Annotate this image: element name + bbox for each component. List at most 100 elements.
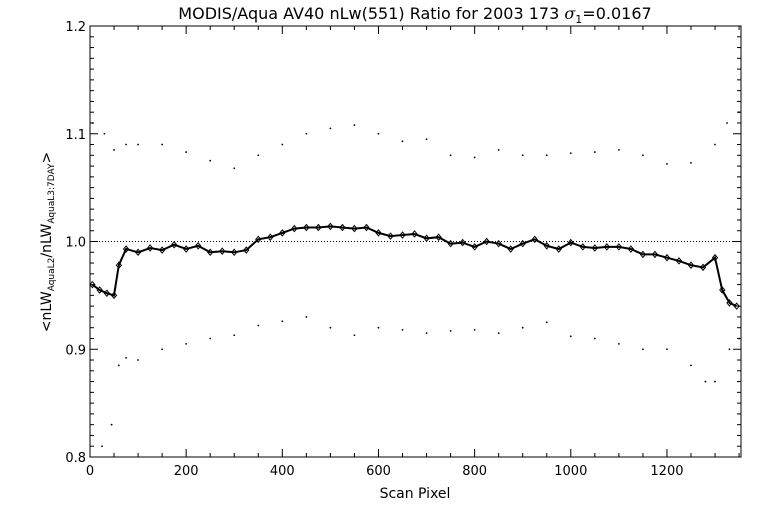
- data-point-upper-bound: [714, 143, 716, 146]
- data-point-upper-bound: [103, 132, 106, 135]
- data-point-lower-bound: [690, 364, 692, 367]
- data-point-mean-ratio: [96, 286, 103, 294]
- data-point-mean-ratio: [243, 246, 250, 254]
- data-point-mean-ratio: [183, 245, 190, 253]
- data-point-upper-bound: [726, 122, 728, 124]
- data-point-mean-ratio: [733, 302, 740, 310]
- data-point-lower-bound: [377, 326, 380, 329]
- data-point-upper-bound: [185, 151, 188, 153]
- data-point-lower-bound: [521, 326, 524, 329]
- data-point-lower-bound: [545, 321, 548, 324]
- data-point-lower-bound: [110, 423, 113, 426]
- data-point-mean-ratio: [207, 248, 214, 257]
- data-point-lower-bound: [497, 332, 500, 334]
- data-point-mean-ratio: [459, 238, 466, 247]
- data-point-mean-ratio: [591, 244, 598, 252]
- data-point-mean-ratio: [435, 233, 442, 241]
- data-point-upper-bound: [281, 143, 284, 146]
- data-point-mean-ratio: [699, 263, 707, 272]
- data-point-upper-bound: [497, 149, 500, 151]
- data-point-mean-ratio: [351, 224, 358, 233]
- x-tick-label: 600: [366, 464, 391, 479]
- plot-frame: [89, 25, 742, 458]
- data-point-upper-bound: [257, 154, 260, 157]
- data-point-upper-bound: [545, 154, 548, 157]
- data-point-mean-ratio: [267, 233, 274, 241]
- data-point-lower-bound: [642, 348, 644, 351]
- data-point-mean-ratio: [122, 245, 130, 253]
- data-point-lower-bound: [117, 364, 120, 367]
- data-point-upper-bound: [113, 149, 115, 151]
- data-point-lower-bound: [305, 316, 308, 318]
- data-point-upper-bound: [617, 149, 620, 151]
- data-point-upper-bound: [329, 127, 332, 130]
- data-point-mean-ratio: [447, 239, 454, 248]
- plot-area: 0 200 400 600 800 1000 1200 0.8 0.9 1.0 1.1 1.2: [65, 20, 742, 479]
- data-point-mean-ratio: [726, 299, 733, 307]
- data-point-lower-bound: [401, 328, 404, 331]
- data-point-lower-bound: [738, 337, 740, 340]
- data-point-lower-bound: [569, 335, 572, 338]
- data-point-lower-bound: [728, 348, 731, 351]
- data-point-upper-bound: [377, 132, 380, 135]
- x-tick-label: 1200: [650, 464, 683, 479]
- data-point-mean-ratio: [411, 230, 418, 238]
- data-point-upper-bound: [91, 122, 94, 124]
- data-point-lower-bound: [161, 348, 164, 351]
- data-point-upper-bound: [209, 159, 212, 162]
- data-point-lower-bound: [473, 328, 476, 331]
- data-point-lower-bound: [449, 330, 452, 332]
- data-point-lower-bound: [137, 359, 139, 361]
- x-tick-label: 0: [86, 464, 94, 479]
- data-point-upper-bound: [690, 161, 692, 164]
- data-point-mean-ratio: [675, 257, 683, 265]
- data-point-mean-ratio: [363, 223, 370, 232]
- data-point-lower-bound: [593, 337, 596, 340]
- data-point-lower-bound: [233, 334, 236, 337]
- data-point-lower-bound: [329, 326, 332, 329]
- data-point-lower-bound: [281, 320, 284, 323]
- data-point-mean-ratio: [219, 247, 226, 255]
- data-point-mean-ratio: [387, 232, 394, 240]
- data-point-upper-bound: [125, 143, 127, 146]
- data-point-mean-ratio: [231, 248, 238, 257]
- data-point-mean-ratio: [507, 245, 514, 253]
- data-point-mean-ratio: [651, 250, 659, 259]
- chart-title: MODIS/Aqua AV40 nLw(551) Ratio for 2003 …: [178, 4, 651, 26]
- series-trace-mean-ratio: [91, 225, 738, 308]
- data-point-lower-bound: [257, 324, 260, 327]
- data-point-lower-bound: [704, 380, 707, 383]
- data-point-upper-bound: [161, 143, 164, 146]
- data-point-lower-bound: [666, 348, 668, 351]
- data-point-upper-bound: [425, 138, 428, 141]
- data-point-mean-ratio: [110, 291, 118, 300]
- data-point-mean-ratio: [279, 229, 286, 237]
- data-point-mean-ratio: [423, 234, 430, 243]
- data-point-mean-ratio: [567, 238, 574, 247]
- x-tick-label: 1000: [554, 464, 587, 479]
- y-tick-label: 1.0: [65, 236, 86, 251]
- data-point-upper-bound: [137, 143, 139, 146]
- data-point-mean-ratio: [291, 224, 298, 233]
- data-point-upper-bound: [593, 151, 596, 153]
- data-point-mean-ratio: [711, 253, 719, 262]
- y-tick-label: 1.2: [65, 20, 86, 35]
- data-point-lower-bound: [125, 356, 127, 359]
- data-point-lower-bound: [425, 332, 428, 334]
- data-point-mean-ratio: [471, 243, 478, 251]
- data-point-mean-ratio: [615, 243, 623, 251]
- data-point-upper-bound: [233, 167, 236, 170]
- data-point-upper-bound: [521, 154, 524, 157]
- data-point-mean-ratio: [627, 245, 635, 253]
- y-tick-label: 0.9: [65, 343, 86, 358]
- x-tick-label: 200: [174, 464, 199, 479]
- y-tick-label: 0.8: [65, 451, 86, 466]
- x-axis-label: Scan Pixel: [380, 486, 451, 502]
- data-point-lower-bound: [617, 342, 620, 345]
- data-point-mean-ratio: [639, 250, 647, 259]
- data-point-lower-bound: [185, 342, 188, 345]
- data-point-upper-bound: [569, 152, 572, 155]
- data-point-lower-bound: [714, 380, 716, 383]
